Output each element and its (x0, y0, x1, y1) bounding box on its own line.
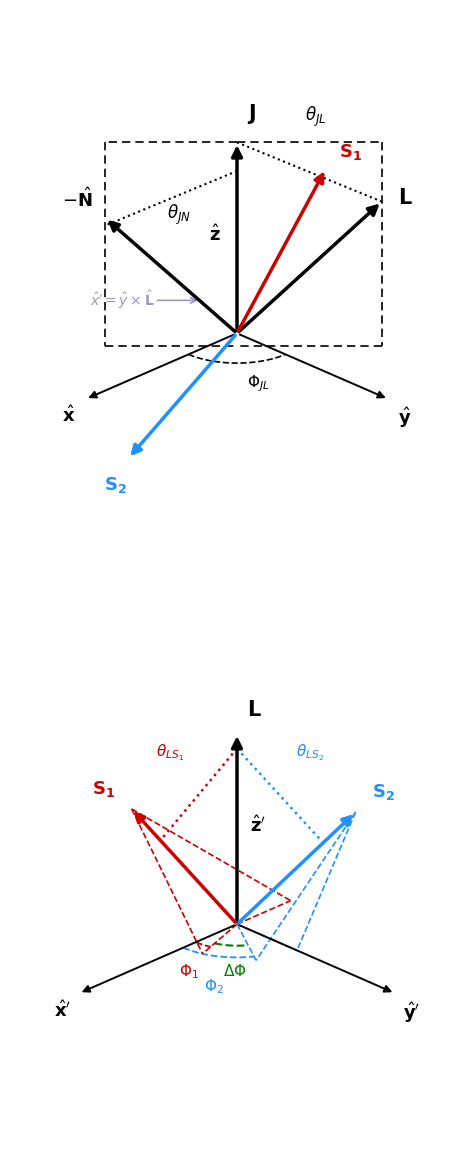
Text: $\hat{\mathbf{x}}'$: $\hat{\mathbf{x}}'$ (54, 999, 71, 1020)
Text: $\Delta\Phi$: $\Delta\Phi$ (223, 963, 246, 978)
Text: $\theta_{JN}$: $\theta_{JN}$ (167, 202, 191, 227)
Text: $\mathbf{L}$: $\mathbf{L}$ (398, 188, 413, 208)
Text: $\mathbf{J}$: $\mathbf{J}$ (247, 102, 256, 125)
Text: $\theta_{LS_2}$: $\theta_{LS_2}$ (296, 743, 324, 763)
Text: $\Phi_2$: $\Phi_2$ (204, 977, 224, 996)
Text: $\hat{\mathbf{y}}$: $\hat{\mathbf{y}}$ (398, 406, 411, 430)
Text: $\hat{\mathbf{x}}$: $\hat{\mathbf{x}}$ (63, 406, 76, 426)
Text: $\hat{\mathbf{z}}'$: $\hat{\mathbf{z}}'$ (250, 815, 266, 835)
Text: $\mathbf{S_2}$: $\mathbf{S_2}$ (104, 475, 127, 495)
Text: $\theta_{LS_1}$: $\theta_{LS_1}$ (156, 743, 184, 763)
Text: $\mathbf{S_1}$: $\mathbf{S_1}$ (92, 779, 115, 799)
Text: $\theta_{JL}$: $\theta_{JL}$ (305, 105, 327, 129)
Text: $\mathbf{S_1}$: $\mathbf{S_1}$ (339, 142, 362, 163)
Text: $-\hat{\mathbf{N}}$: $-\hat{\mathbf{N}}$ (62, 188, 92, 211)
Text: $\Phi_{JL}$: $\Phi_{JL}$ (247, 374, 269, 394)
Text: $\hat{x}' = \hat{y} \times \hat{\mathbf{L}}$: $\hat{x}' = \hat{y} \times \hat{\mathbf{… (90, 289, 155, 311)
Text: $\hat{\mathbf{z}}$: $\hat{\mathbf{z}}$ (209, 224, 220, 245)
Text: $\Phi_1$: $\Phi_1$ (180, 962, 200, 981)
Text: $\mathbf{L}$: $\mathbf{L}$ (247, 700, 262, 720)
Text: $\hat{\mathbf{y}}'$: $\hat{\mathbf{y}}'$ (403, 999, 420, 1025)
Text: $\mathbf{S_2}$: $\mathbf{S_2}$ (372, 782, 395, 803)
